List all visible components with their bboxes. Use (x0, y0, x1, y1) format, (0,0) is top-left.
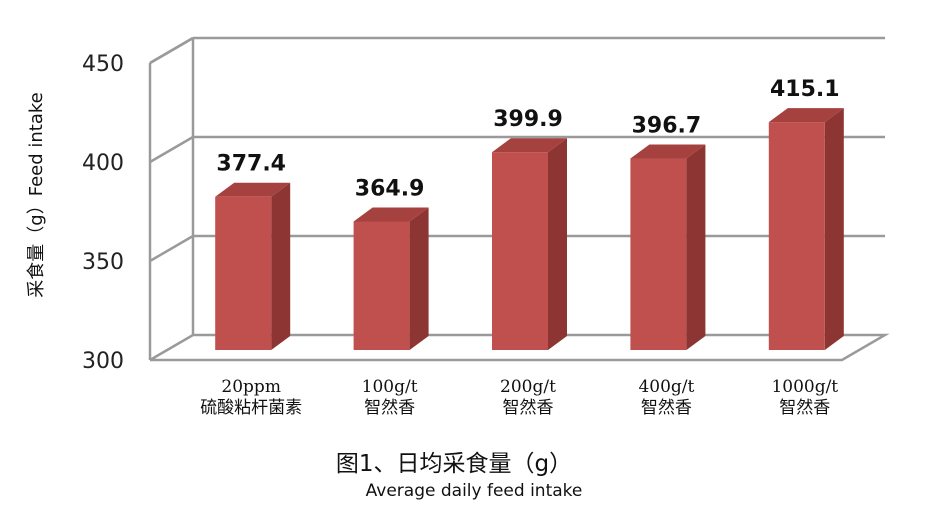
data-label: 415.1 (770, 77, 840, 102)
category-label: 200g/t (500, 377, 556, 397)
bar-side (686, 144, 706, 350)
y-tick-label: 300 (82, 349, 124, 374)
bar-front (215, 196, 272, 350)
bar-front (492, 152, 548, 350)
y-tick-label: 400 (82, 151, 124, 176)
chart-subtitle: Average daily feed intake (366, 481, 583, 501)
category-label: 智然香 (503, 398, 554, 418)
bar-side (824, 108, 844, 351)
bar-front (630, 158, 687, 350)
category-label: 100g/t (362, 377, 418, 397)
category-label: 智然香 (641, 398, 692, 418)
bar-front (353, 221, 410, 350)
bar-top (630, 144, 706, 159)
bar-side (271, 182, 291, 350)
gridline-depth (149, 135, 194, 164)
category-label: 1000g/t (771, 377, 838, 397)
bar (768, 108, 844, 351)
data-label: 364.9 (355, 176, 425, 201)
bar (630, 144, 706, 350)
data-labels: 377.4 364.9 399.9 396.7 415.1 (216, 77, 839, 201)
category-label: 20ppm (221, 377, 281, 397)
bars (215, 108, 844, 351)
gridline-depth (149, 234, 194, 263)
category-label: 智然香 (779, 398, 830, 418)
bar-top (492, 138, 567, 153)
y-tick-label: 450 (82, 52, 124, 77)
y-axis-label: 采食量（g）Feed intake (26, 92, 47, 297)
bar (353, 207, 429, 350)
data-label: 399.9 (493, 107, 563, 132)
bar-side (548, 138, 567, 350)
category-label: 硫酸粘杆菌素 (200, 398, 302, 418)
bar-top (353, 207, 429, 222)
category-label: 智然香 (364, 398, 415, 418)
category-labels: 20ppm硫酸粘杆菌素100g/t智然香200g/t智然香400g/t智然香10… (200, 377, 838, 418)
chart-title: 图1、日均采食量（g） (336, 451, 572, 477)
bar (215, 182, 291, 350)
bar (492, 138, 567, 350)
bar-front (768, 122, 825, 351)
bar-top (768, 108, 844, 123)
bar-side (409, 207, 429, 350)
gridline-depth (149, 36, 194, 65)
category-label: 400g/t (638, 377, 694, 397)
y-axis-ticks: 300 350 400 450 (82, 52, 124, 374)
data-label: 396.7 (632, 114, 702, 139)
data-label: 377.4 (216, 152, 286, 177)
y-tick-label: 350 (82, 250, 124, 275)
bar-top (215, 182, 291, 197)
